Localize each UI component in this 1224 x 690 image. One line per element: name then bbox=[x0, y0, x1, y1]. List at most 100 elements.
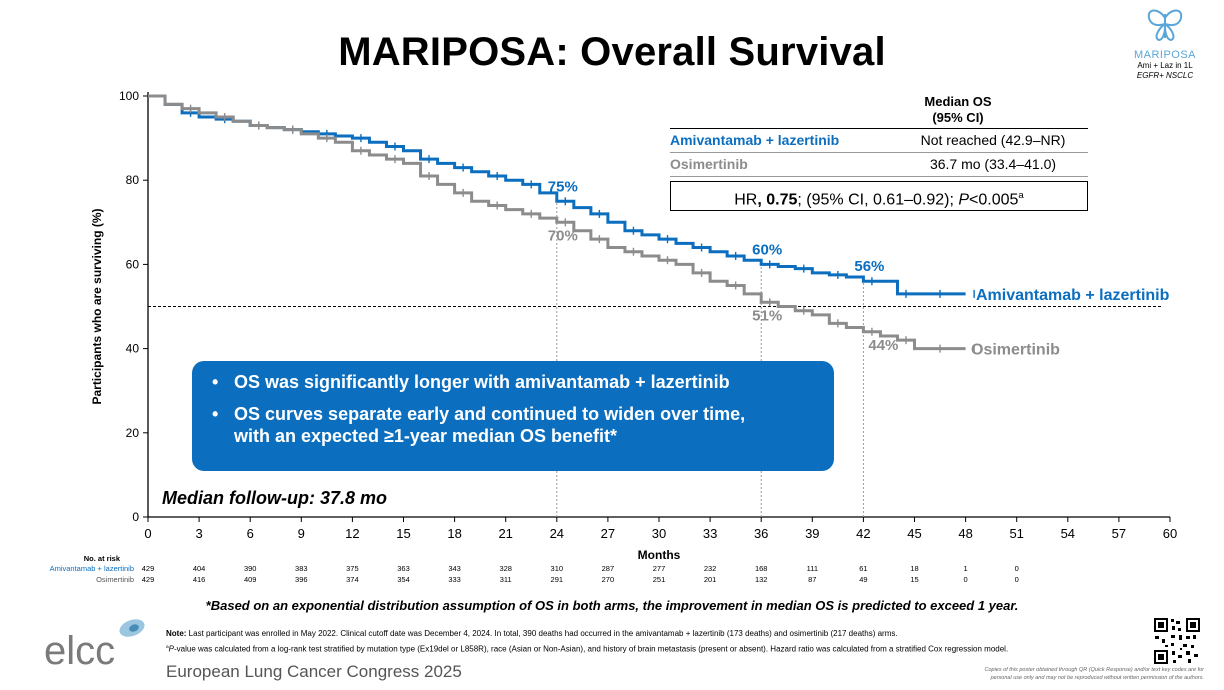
series-label-amivantamab: Amivantamab + lazertinib bbox=[976, 287, 1170, 304]
x-tick-label: 33 bbox=[703, 526, 717, 541]
landmark-label: 75% bbox=[548, 178, 578, 195]
table-row: Amivantamab + lazertinib Not reached (42… bbox=[670, 129, 1088, 153]
at-risk-value: 383 bbox=[295, 564, 308, 573]
table-value-ami: Not reached (42.9–NR) bbox=[920, 132, 1066, 148]
at-risk-value: 416 bbox=[193, 575, 206, 584]
x-tick-label: 6 bbox=[247, 526, 254, 541]
at-risk-value: 311 bbox=[500, 575, 512, 584]
landmark-label: 70% bbox=[548, 227, 578, 244]
y-tick-label: 60 bbox=[126, 257, 140, 271]
hr-value: , 0.75 bbox=[757, 191, 798, 209]
at-risk-value: 333 bbox=[448, 575, 461, 584]
hazard-ratio-box: HR, 0.75; (95% CI, 0.61–0.92); P<0.005a bbox=[670, 181, 1088, 211]
at-risk-value: 18 bbox=[910, 564, 918, 573]
page-title: MARIPOSA: Overall Survival bbox=[338, 30, 886, 74]
y-axis-label: Participants who are surviving (%) bbox=[90, 208, 104, 404]
x-tick-label: 48 bbox=[958, 526, 972, 541]
landmark-label: 44% bbox=[868, 337, 898, 354]
hr-p-value: <0.005 bbox=[969, 191, 1019, 209]
at-risk-value: 354 bbox=[397, 575, 410, 584]
table-arm-osi: Osimertinib bbox=[670, 156, 748, 172]
callout-text-2a: OS curves separate early and continued t… bbox=[234, 404, 746, 424]
callout-text-1: OS was significantly longer with amivant… bbox=[234, 372, 730, 392]
elcc-logo-text: elcc bbox=[44, 629, 115, 668]
table-arm-ami: Amivantamab + lazertinib bbox=[670, 132, 840, 148]
footnote-main: *Based on an exponential distribution as… bbox=[205, 598, 1019, 613]
brand-subtitle-2: EGFR+ NSCLC bbox=[1136, 71, 1194, 80]
at-risk-value: 277 bbox=[653, 564, 666, 573]
y-tick-label: 80 bbox=[126, 173, 140, 187]
note-p: P bbox=[168, 644, 175, 654]
landmark-label: 60% bbox=[752, 241, 782, 258]
note-text: Last participant was enrolled in May 202… bbox=[186, 629, 898, 638]
median-followup: Median follow-up: 37.8 mo bbox=[162, 488, 388, 508]
at-risk-row-label: Amivantamab + lazertinib bbox=[50, 564, 134, 573]
disclaimer: Copies of this poster obtained through Q… bbox=[984, 667, 1204, 681]
table-header: Median OS (95% CI) bbox=[878, 94, 1038, 126]
at-risk-value: 132 bbox=[755, 575, 768, 584]
note-label: Note: bbox=[166, 629, 187, 638]
at-risk-value: 374 bbox=[346, 575, 359, 584]
y-tick-label: 0 bbox=[132, 510, 139, 524]
at-risk-value: 363 bbox=[397, 564, 410, 573]
bullet-icon: • bbox=[212, 404, 219, 424]
at-risk-value: 270 bbox=[602, 575, 615, 584]
at-risk-value: 343 bbox=[448, 564, 461, 573]
at-risk-value: 232 bbox=[704, 564, 717, 573]
at-risk-value: 429 bbox=[142, 575, 155, 584]
at-risk-value: 49 bbox=[859, 575, 867, 584]
at-risk-value: 111 bbox=[807, 564, 818, 573]
at-risk-value: 1 bbox=[964, 564, 968, 573]
landmark-label: 51% bbox=[752, 307, 782, 324]
brand-name: MARIPOSA bbox=[1133, 49, 1197, 61]
footnotes: Note: Last participant was enrolled in M… bbox=[166, 627, 1126, 657]
callout-bullet-1: • OS was significantly longer with amivan… bbox=[212, 371, 834, 393]
callout-bullet-2: • OS curves separate early and continued … bbox=[212, 403, 834, 447]
butterfly-logo-icon bbox=[1147, 9, 1183, 42]
at-risk-value: 404 bbox=[193, 564, 206, 573]
x-tick-label: 36 bbox=[754, 526, 768, 541]
at-risk-value: 310 bbox=[551, 564, 564, 573]
at-risk-value: 291 bbox=[551, 575, 564, 584]
at-risk-value: 201 bbox=[704, 575, 717, 584]
at-risk-value: 328 bbox=[499, 564, 512, 573]
table-header-line1: Median OS bbox=[924, 94, 992, 109]
x-tick-label: 21 bbox=[498, 526, 512, 541]
table-header-line2: (95% CI) bbox=[932, 110, 984, 125]
qr-code-icon[interactable] bbox=[1153, 617, 1201, 665]
at-risk-value: 390 bbox=[244, 564, 257, 573]
at-risk-value: 409 bbox=[244, 575, 257, 584]
at-risk-title: No. at risk bbox=[84, 554, 121, 563]
note-line-a: aP-value was calculated from a log-rank … bbox=[166, 641, 1126, 657]
hr-ci: ; (95% CI, 0.61–0.92); bbox=[797, 191, 959, 209]
x-tick-label: 27 bbox=[601, 526, 615, 541]
bullet-icon: • bbox=[212, 372, 219, 392]
at-risk-value: 251 bbox=[653, 575, 666, 584]
at-risk-value: 87 bbox=[808, 575, 816, 584]
brand-subtitle: Ami + Laz in 1L bbox=[1137, 61, 1193, 70]
at-risk-value: 429 bbox=[142, 564, 155, 573]
at-risk-value: 0 bbox=[964, 575, 968, 584]
x-tick-label: 0 bbox=[144, 526, 151, 541]
callout-text-2b: with an expected ≥1-year median OS benef… bbox=[234, 426, 617, 446]
x-axis-label: Months bbox=[638, 548, 681, 562]
key-findings-callout: • OS was significantly longer with amivan… bbox=[192, 361, 834, 471]
at-risk-value: 375 bbox=[346, 564, 359, 573]
x-tick-label: 42 bbox=[856, 526, 870, 541]
y-tick-label: 40 bbox=[126, 342, 140, 356]
x-tick-label: 51 bbox=[1009, 526, 1023, 541]
at-risk-value: 61 bbox=[859, 564, 867, 573]
series-line-osimertinib bbox=[148, 94, 966, 351]
note-a-text: -value was calculated from a log-rank te… bbox=[174, 644, 1009, 654]
x-tick-label: 18 bbox=[447, 526, 461, 541]
landmark-label: 56% bbox=[854, 258, 884, 275]
median-os-table: Median OS (95% CI) Amivantamab + lazerti… bbox=[670, 94, 1088, 211]
at-risk-value: 168 bbox=[755, 564, 768, 573]
at-risk-value: 15 bbox=[910, 575, 918, 584]
at-risk-value: 0 bbox=[1015, 564, 1019, 573]
table-rule bbox=[670, 128, 1088, 129]
x-tick-label: 30 bbox=[652, 526, 666, 541]
series-label-osimertinib: Osimertinib bbox=[971, 342, 1060, 359]
congress-name: European Lung Cancer Congress 2025 bbox=[166, 662, 462, 681]
